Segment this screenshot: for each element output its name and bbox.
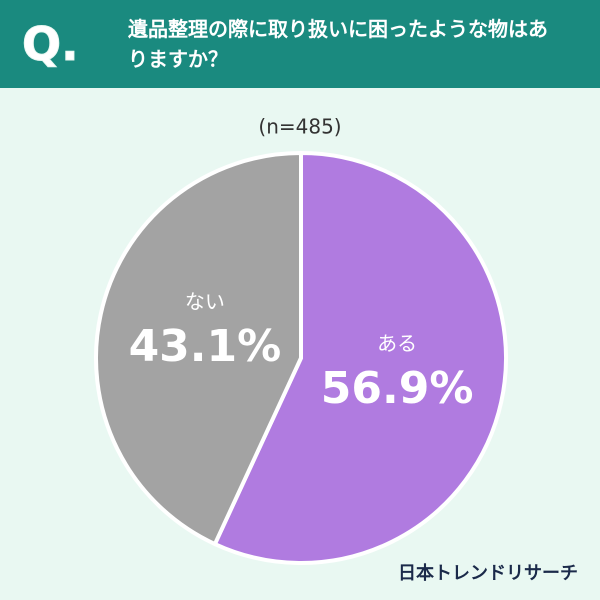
- q-label: Q.: [22, 17, 80, 72]
- value-label: 43.1%: [129, 321, 282, 372]
- source: 日本トレンドリサーチ: [398, 562, 578, 584]
- chart-subtitle: (n=485): [258, 115, 341, 139]
- slice-label: ない: [185, 289, 225, 313]
- chart-title: 遺品整理の際に取り扱いに困ったような物はありますか？: [128, 17, 548, 71]
- slice-label: ある: [377, 332, 417, 356]
- pie-slice: [94, 151, 303, 547]
- value-label: 56.9%: [321, 363, 474, 414]
- pie-slice: [212, 151, 508, 565]
- header: [0, 0, 600, 88]
